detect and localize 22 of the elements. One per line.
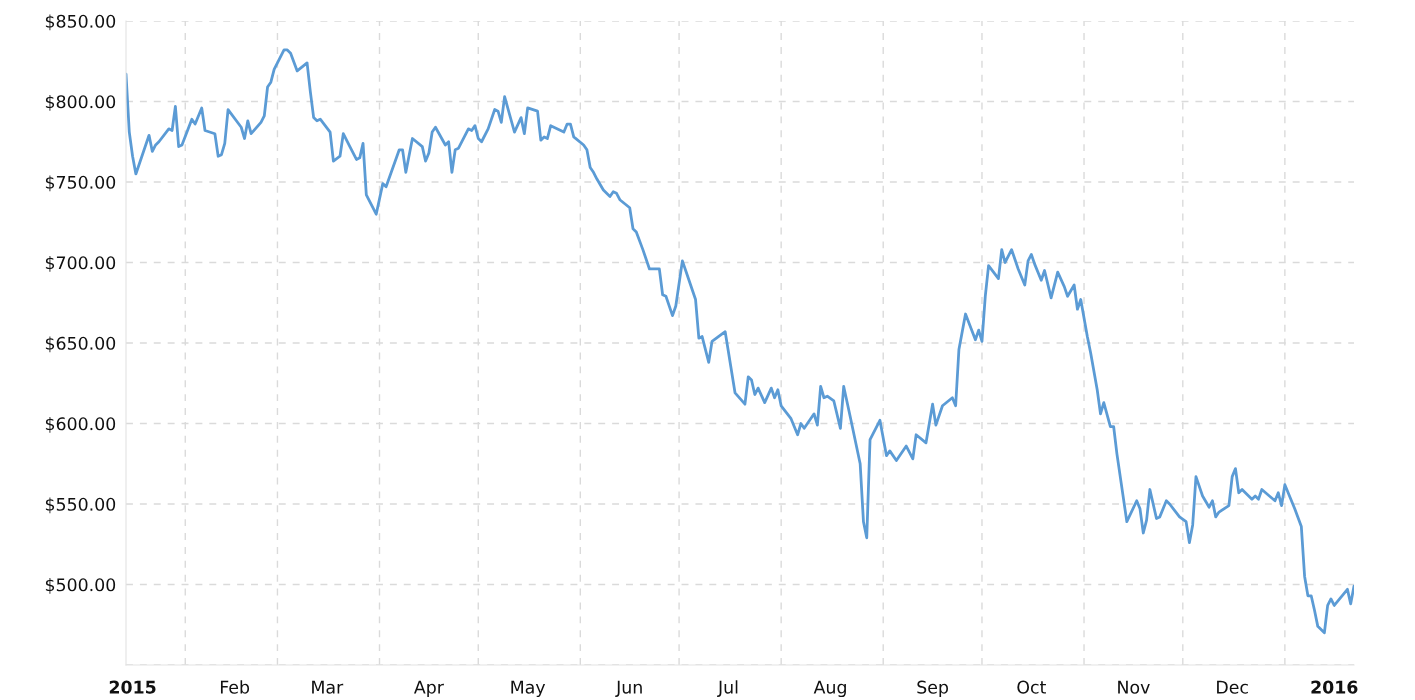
x-tick-label: 2016	[1311, 680, 1358, 694]
y-tick-label: $750.00	[45, 175, 116, 192]
x-tick-label: Feb	[220, 680, 250, 694]
y-tick-label: $600.00	[45, 416, 116, 433]
y-tick-label: $650.00	[45, 336, 116, 353]
x-tick-label: May	[511, 680, 546, 698]
x-tick-label: Jun	[615, 680, 642, 697]
x-tick-label: Oct	[1017, 680, 1046, 694]
y-tick-label: $800.00	[45, 94, 116, 111]
y-tick-label: $700.00	[45, 255, 116, 272]
x-tick-label: Apr	[414, 680, 444, 698]
x-tick-label: Mar	[312, 680, 344, 694]
y-tick-label: $850.00	[45, 14, 116, 31]
x-tick-label: 2015	[109, 680, 156, 694]
line-series	[126, 48, 1354, 635]
x-tick-label: Aug	[813, 680, 846, 698]
x-tick-label: Nov	[1118, 680, 1150, 694]
y-tick-label: $550.00	[45, 497, 116, 514]
y-tick-label: $500.00	[45, 577, 116, 594]
x-tick-label: Jul	[717, 680, 738, 697]
x-tick-label: Dec	[1217, 680, 1248, 694]
x-tick-label: Sep	[917, 680, 949, 698]
